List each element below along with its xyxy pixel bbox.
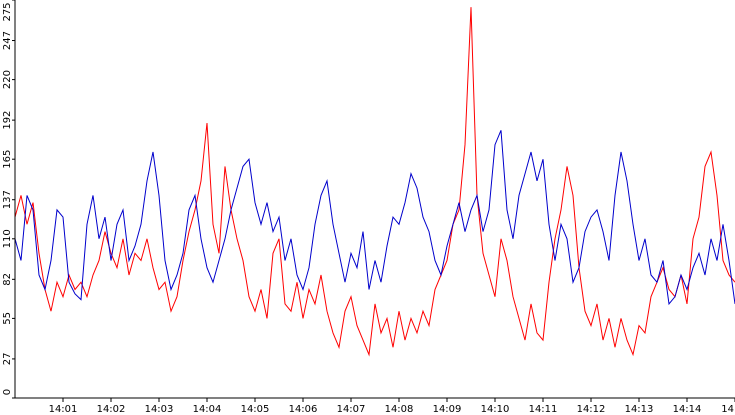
series-line [14, 130, 735, 306]
y-tick-label: 110 [2, 229, 13, 248]
x-tick-label: 14:04 [193, 404, 222, 415]
y-tick-label: 220 [2, 70, 13, 89]
x-tick-label: 14:11 [529, 404, 558, 415]
x-tick-label: 14:08 [385, 404, 414, 415]
y-tick-label: 0 [2, 389, 13, 395]
x-tick-label: 14:13 [625, 404, 654, 415]
series-line [14, 7, 735, 357]
x-tick-label: 14:01 [49, 404, 78, 415]
x-tick-label: 14 [721, 404, 734, 415]
x-tick-label: 14:06 [289, 404, 318, 415]
y-tick-label: 137 [2, 190, 13, 209]
x-tick-label: 14:07 [337, 404, 366, 415]
y-tick-label: 55 [2, 312, 13, 325]
y-tick-label: 165 [2, 150, 13, 169]
x-tick-label: 14:03 [145, 404, 174, 415]
y-tick-label: 192 [2, 111, 13, 130]
x-tick-label: 14:02 [97, 404, 126, 415]
y-tick-label: 247 [2, 31, 13, 50]
x-tick-label: 14:05 [241, 404, 270, 415]
x-tick-label: 14:12 [577, 404, 606, 415]
y-tick-label: 27 [2, 353, 13, 366]
x-tick-label: 14:10 [481, 404, 510, 415]
x-tick-label: 14:09 [433, 404, 462, 415]
y-tick-label: 82 [2, 273, 13, 286]
x-tick-label: 14:14 [673, 404, 702, 415]
y-tick-label: 275 [2, 2, 13, 21]
